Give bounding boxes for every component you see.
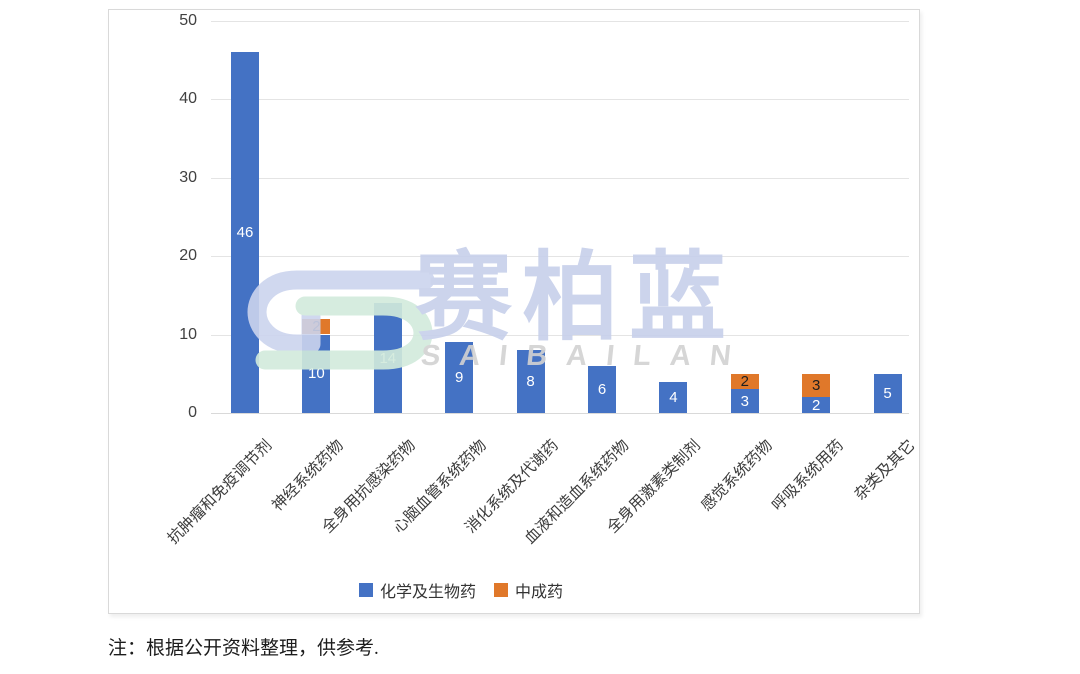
bar-segment-化学及生物药: 3 — [730, 389, 759, 413]
chart-container: 0 10 20 30 40 50 46 10 2 14 9 8 6 4 3 2 2 3 5 抗肿瘤和免疫调节剂 神经… — [108, 9, 920, 614]
bar-segment-化学及生物药: 10 — [302, 334, 331, 413]
legend-label: 中成药 — [515, 584, 564, 601]
x-category-label: 呼吸系统用药 — [769, 436, 848, 515]
bar-value-label: 2 — [812, 396, 821, 414]
bar-value-label: 2 — [740, 373, 749, 391]
footnote: 注：根据公开资料整理，供参考. — [108, 638, 379, 659]
bar-segment-化学及生物药: 46 — [231, 51, 259, 413]
bar-value-label: 3 — [740, 392, 749, 410]
legend-swatch-icon — [494, 583, 509, 597]
bar-segment-化学及生物药: 4 — [659, 381, 688, 413]
x-category-label: 抗肿瘤和免疫调节剂 — [165, 436, 276, 548]
chart-legend: 化学及生物药 中成药 — [359, 578, 563, 602]
x-category-label: 感觉系统药物 — [697, 436, 776, 515]
bar-segment-化学及生物药: 6 — [588, 365, 616, 413]
x-category-label: 杂类及其它 — [851, 436, 919, 504]
legend-item-化学及生物药: 化学及生物药 — [359, 578, 476, 602]
legend-swatch-icon — [359, 583, 373, 597]
bar-value-label: 10 — [308, 365, 325, 383]
bar-value-label: 2 — [312, 318, 321, 336]
y-tick-label: 40 — [179, 90, 197, 107]
bar-value-label: 8 — [526, 373, 535, 391]
bar-value-label: 4 — [669, 388, 678, 406]
gridline-10 — [211, 334, 909, 336]
bar-value-label: 9 — [455, 369, 464, 387]
y-tick-label: 50 — [179, 11, 197, 29]
bar-segment-中成药: 3 — [802, 373, 831, 398]
bar-value-label: 6 — [597, 380, 607, 398]
bar-segment-化学及生物药: 5 — [873, 373, 902, 413]
gridline-40 — [211, 99, 909, 100]
gridline-30 — [211, 177, 909, 179]
bar-segment-化学及生物药: 2 — [802, 396, 831, 414]
bar-segment-化学及生物药: 9 — [445, 342, 474, 413]
bar-value-label: 3 — [812, 377, 821, 395]
gridline-0 — [211, 413, 909, 414]
bar-segment-中成药: 2 — [302, 318, 331, 336]
y-tick-label: 30 — [179, 168, 197, 186]
y-tick-label: 20 — [179, 247, 197, 264]
bar-segment-中成药: 2 — [730, 373, 759, 391]
bar-segment-化学及生物药: 14 — [373, 303, 402, 413]
gridline-50 — [211, 20, 909, 22]
bar-value-label: 5 — [883, 384, 892, 402]
bar-value-label: 46 — [236, 223, 254, 241]
saibailan-logo-icon — [247, 270, 435, 370]
y-tick-label: 10 — [179, 325, 197, 343]
bar-value-label: 14 — [379, 349, 397, 367]
y-tick-label: 0 — [188, 404, 197, 421]
bar-segment-化学及生物药: 8 — [516, 350, 545, 413]
gridline-20 — [211, 256, 909, 257]
legend-item-中成药: 中成药 — [494, 578, 563, 602]
legend-label: 化学及生物药 — [380, 584, 477, 601]
watermark-text-cn: 赛柏蓝 — [415, 243, 736, 352]
